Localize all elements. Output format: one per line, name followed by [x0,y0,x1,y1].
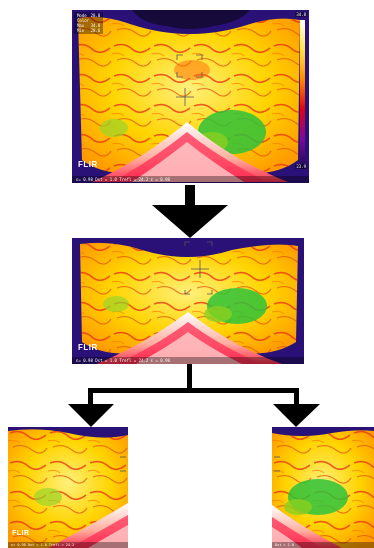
thermal-body-graphic [8,427,128,548]
temperature-scale-bar [300,20,305,169]
top-thermal-image: Mode 28.8 Color Max 34.8 Min 28.6 34.8 23.9… [72,10,309,183]
focus-brackets-icon [184,241,213,295]
split-connector [88,364,299,408]
down-arrow-icon [152,185,228,238]
thermal-body-graphic [72,238,304,364]
flir-logo: FLIR [78,160,98,169]
flir-logo: FLIR [78,343,98,352]
flir-logo: FLIR [12,530,30,537]
thermal-body-graphic [272,427,374,548]
focus-brackets-icon [120,456,126,472]
left-thermal-crop: FLIR ε= 0.98 Dst = 1.0 Trefl = 24.2 [8,427,128,548]
measurement-panel: Mode 28.8 Color Max 34.8 Min 28.6 [74,12,104,34]
focus-brackets-icon [274,456,280,472]
middle-thermal-image: FLIR ε= 0.98 Dst = 1.0 Trefl = 24.2 ε = … [72,238,304,364]
down-arrow-icon [68,404,114,427]
down-arrow-icon [273,404,320,427]
camera-info-bar: ε= 0.98 Dst = 1.0 Trefl = 24.2 [8,542,128,548]
camera-info-bar: ε= 0.98 Dst = 1.0 Trefl = 24.2 ε = 0.98 [72,176,309,183]
crosshair-icon [176,88,194,106]
right-thermal-crop: Dst = 1.0 [272,427,374,548]
crosshair-icon [191,260,209,278]
thermal-body-graphic [72,10,309,183]
focus-brackets-icon [176,54,203,78]
scale-max-label: 34.8 [295,12,307,17]
camera-info-bar: Dst = 1.0 [272,542,374,548]
camera-info-bar: ε= 0.98 Dst = 1.0 Trefl = 24.2 ε = 0.98 [72,357,304,364]
scale-min-label: 23.9 [295,164,307,169]
